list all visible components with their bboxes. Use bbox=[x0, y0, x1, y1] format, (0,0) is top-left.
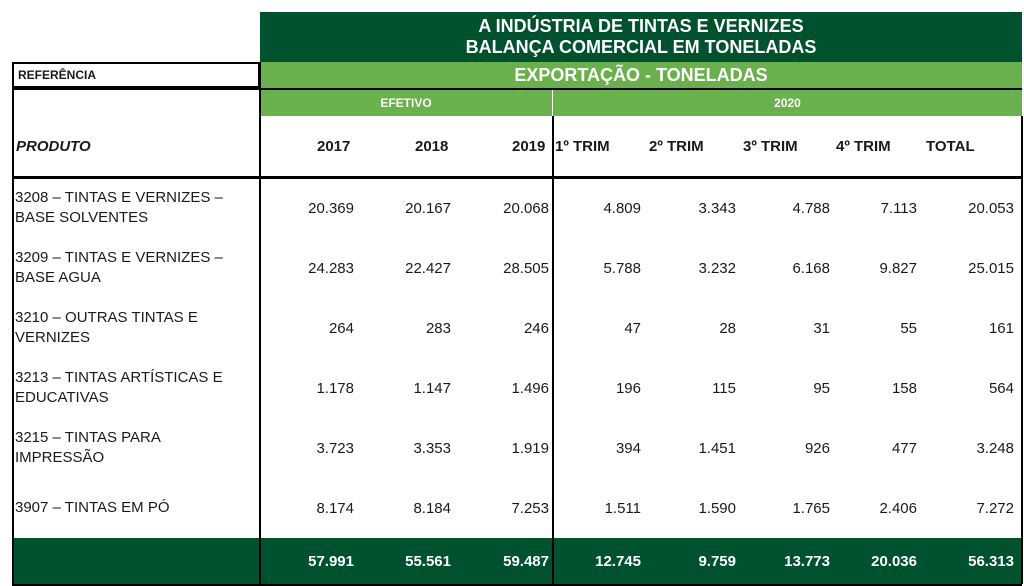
product-name: 3208 – TINTAS E VERNIZES – BASE SOLVENTE… bbox=[15, 189, 223, 226]
table-row: 3210 – OUTRAS TINTAS E VERNIZES 264 283 … bbox=[12, 298, 1022, 358]
total-trim-2: 9.759 bbox=[698, 552, 736, 570]
table-row: 3213 – TINTAS ARTÍSTICAS E EDUCATIVAS 1.… bbox=[12, 358, 1022, 418]
cell-2017: 20.369 bbox=[308, 199, 354, 217]
cell-trim-4: 9.827 bbox=[879, 259, 917, 277]
cell-trim-1: 196 bbox=[615, 379, 641, 397]
cell-trim-3: 926 bbox=[804, 439, 830, 457]
cell-trim-2: 3.343 bbox=[698, 199, 736, 217]
cell-2018: 22.427 bbox=[405, 259, 451, 277]
cell-2019: 1.496 bbox=[511, 379, 549, 397]
cell-total: 161 bbox=[988, 319, 1014, 337]
col-total: TOTAL bbox=[926, 137, 975, 155]
total-2017: 57.991 bbox=[308, 552, 354, 570]
total-trim-3: 13.773 bbox=[784, 552, 830, 570]
cell-2018: 1.147 bbox=[413, 379, 451, 397]
cell-2019: 1.919 bbox=[511, 439, 549, 457]
cell-trim-4: 158 bbox=[891, 379, 917, 397]
cell-2019: 7.253 bbox=[511, 499, 549, 517]
cell-2018: 283 bbox=[425, 319, 451, 337]
product-name: 3210 – OUTRAS TINTAS E VERNIZES bbox=[15, 309, 198, 346]
year-divider bbox=[552, 116, 554, 584]
cell-total: 564 bbox=[988, 379, 1014, 397]
cell-trim-2: 115 bbox=[712, 379, 736, 397]
cell-2017: 1.178 bbox=[316, 379, 354, 397]
title-line-1: A INDÚSTRIA DE TINTAS E VERNIZES bbox=[478, 16, 804, 36]
cell-2017: 3.723 bbox=[316, 439, 354, 457]
cell-trim-4: 2.406 bbox=[879, 499, 917, 517]
cell-trim-4: 55 bbox=[900, 319, 917, 337]
table-row: 3209 – TINTAS E VERNIZES – BASE AGUA 24.… bbox=[12, 238, 1022, 298]
cell-2018: 3.353 bbox=[413, 439, 451, 457]
cell-2019: 28.505 bbox=[503, 259, 549, 277]
product-name: 3215 – TINTAS PARA IMPRESSÃO bbox=[15, 429, 161, 466]
total-trim-4: 20.036 bbox=[871, 552, 917, 570]
cell-2017: 8.174 bbox=[316, 499, 354, 517]
reference-label: REFERÊNCIA bbox=[12, 62, 260, 88]
total-total: 56.313 bbox=[968, 552, 1014, 570]
cell-2017: 24.283 bbox=[308, 259, 354, 277]
col-trim-3: 3º TRIM bbox=[743, 137, 798, 155]
cell-2019: 20.068 bbox=[503, 199, 549, 217]
divider bbox=[12, 88, 1022, 90]
total-2018: 55.561 bbox=[405, 552, 451, 570]
col-2017: 2017 bbox=[317, 137, 351, 155]
table-left-border bbox=[12, 88, 14, 584]
cell-trim-2: 1.590 bbox=[698, 499, 736, 517]
cell-total: 3.248 bbox=[976, 439, 1014, 457]
cell-trim-3: 4.788 bbox=[792, 199, 830, 217]
title-line-2: BALANÇA COMERCIAL EM TONELADAS bbox=[465, 37, 817, 57]
column-header-row: PRODUTO 2017 2018 2019 1º TRIM 2º TRIM 3… bbox=[12, 116, 1022, 176]
cell-trim-3: 6.168 bbox=[792, 259, 830, 277]
table-row: 3208 – TINTAS E VERNIZES – BASE SOLVENTE… bbox=[12, 178, 1022, 238]
product-column-divider bbox=[259, 62, 261, 584]
cell-total: 25.015 bbox=[968, 259, 1014, 277]
table-right-border bbox=[1021, 116, 1023, 584]
cell-2019: 246 bbox=[523, 319, 549, 337]
product-name: 3907 – TINTAS EM PÓ bbox=[15, 499, 170, 516]
col-2019: 2019 bbox=[512, 137, 546, 155]
efetivo-label: EFETIVO bbox=[260, 89, 552, 116]
cell-2018: 20.167 bbox=[405, 199, 451, 217]
year-2020-label: 2020 bbox=[553, 89, 1022, 116]
table-row: 3907 – TINTAS EM PÓ 8.174 8.184 7.253 1.… bbox=[12, 478, 1022, 538]
table-row: 3215 – TINTAS PARA IMPRESSÃO 3.723 3.353… bbox=[12, 418, 1022, 478]
cell-trim-3: 95 bbox=[813, 379, 830, 397]
cell-2018: 8.184 bbox=[413, 499, 451, 517]
col-trim-2: 2º TRIM bbox=[649, 137, 704, 155]
col-2018: 2018 bbox=[415, 137, 449, 155]
col-trim-1: 1º TRIM bbox=[555, 137, 610, 155]
header-bottom-rule bbox=[12, 176, 1022, 179]
cell-trim-1: 4.809 bbox=[603, 199, 641, 217]
col-trim-4: 4º TRIM bbox=[836, 137, 891, 155]
cell-trim-2: 3.232 bbox=[698, 259, 736, 277]
product-name: 3213 – TINTAS ARTÍSTICAS E EDUCATIVAS bbox=[15, 369, 223, 406]
table-bottom-border bbox=[12, 584, 1022, 586]
cell-trim-2: 1.451 bbox=[698, 439, 736, 457]
table-title: A INDÚSTRIA DE TINTAS E VERNIZES BALANÇA… bbox=[260, 12, 1022, 62]
cell-trim-3: 31 bbox=[813, 319, 830, 337]
totals-row: 57.991 55.561 59.487 12.745 9.759 13.773… bbox=[12, 538, 1022, 584]
total-2019: 59.487 bbox=[503, 552, 549, 570]
cell-trim-4: 477 bbox=[891, 439, 917, 457]
total-trim-1: 12.745 bbox=[595, 552, 641, 570]
cell-trim-1: 47 bbox=[624, 319, 641, 337]
product-column-header: PRODUTO bbox=[16, 137, 91, 155]
cell-trim-2: 28 bbox=[719, 319, 736, 337]
cell-trim-1: 1.511 bbox=[604, 499, 641, 517]
cell-trim-3: 1.765 bbox=[792, 499, 830, 517]
cell-total: 7.272 bbox=[976, 499, 1014, 517]
cell-trim-1: 394 bbox=[615, 439, 641, 457]
cell-trim-4: 7.113 bbox=[880, 199, 917, 217]
product-name: 3209 – TINTAS E VERNIZES – BASE AGUA bbox=[15, 249, 223, 286]
cell-total: 20.053 bbox=[968, 199, 1014, 217]
cell-trim-1: 5.788 bbox=[603, 259, 641, 277]
export-subtitle: EXPORTAÇÃO - TONELADAS bbox=[260, 62, 1022, 88]
cell-2017: 264 bbox=[328, 319, 354, 337]
